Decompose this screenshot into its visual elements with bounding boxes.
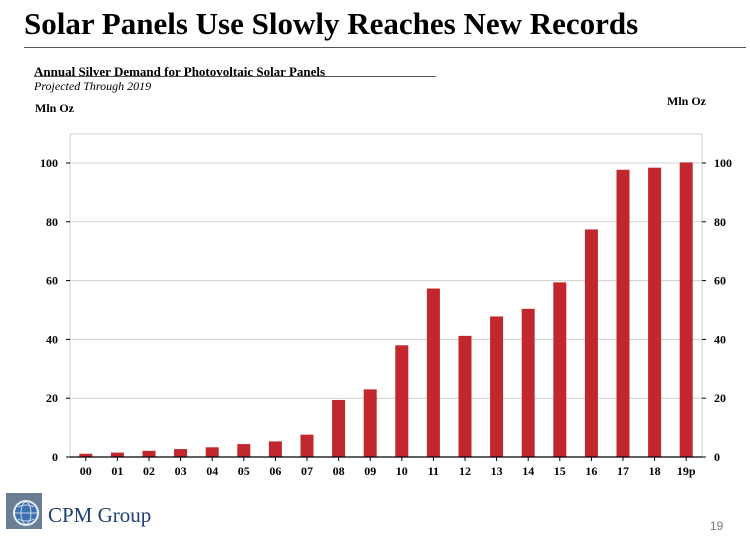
bar (616, 169, 630, 457)
x-tick-label: 18 (649, 464, 661, 478)
y-tick-label-right: 20 (714, 391, 726, 405)
bar (237, 444, 251, 457)
x-tick-label: 19p (677, 464, 696, 478)
bar (553, 282, 567, 457)
x-tick-label: 06 (269, 464, 281, 478)
y-tick-label-left: 80 (46, 215, 58, 229)
x-tick-label: 04 (206, 464, 218, 478)
x-tick-label: 11 (428, 464, 439, 478)
y-tick-label-right: 60 (714, 274, 726, 288)
y-tick-label-left: 0 (52, 450, 58, 464)
bar (490, 316, 504, 457)
bar (79, 453, 93, 457)
x-tick-label: 08 (333, 464, 345, 478)
plot-frame (69, 133, 703, 458)
y-tick-label-right: 0 (714, 450, 720, 464)
x-tick-label: 14 (522, 464, 534, 478)
x-tick-label: 16 (585, 464, 597, 478)
bar (174, 449, 188, 457)
x-tick-label: 09 (364, 464, 376, 478)
y-tick-label-left: 40 (46, 332, 58, 346)
bar (679, 162, 693, 458)
y-tick-label-left: 20 (46, 391, 58, 405)
x-tick-label: 15 (554, 464, 566, 478)
bar (110, 452, 124, 457)
x-tick-label: 07 (301, 464, 313, 478)
bar (648, 167, 662, 458)
x-tick-label: 17 (617, 464, 629, 478)
bar (458, 335, 472, 457)
bar (332, 399, 346, 457)
chart-subtitle: Projected Through 2019 (34, 79, 152, 93)
x-tick-label: 12 (459, 464, 471, 478)
bar (395, 345, 409, 457)
page-number: 19 (710, 519, 724, 533)
x-tick-label: 02 (143, 464, 155, 478)
cpm-globe-logo-icon (6, 493, 42, 529)
bar (205, 447, 219, 457)
y-axis-label-left: Mln Oz (35, 101, 74, 115)
y-tick-label-right: 80 (714, 215, 726, 229)
bar (426, 288, 440, 457)
bar (363, 389, 377, 457)
bar (521, 308, 535, 457)
bar (142, 450, 156, 457)
bar (268, 441, 282, 457)
x-tick-label: 10 (396, 464, 408, 478)
chart-title-underline (34, 76, 436, 77)
y-tick-label-right: 100 (714, 156, 732, 170)
y-axis-label-right: Mln Oz (667, 94, 706, 108)
title-divider (24, 47, 746, 48)
x-tick-label: 13 (491, 464, 503, 478)
x-tick-label: 01 (111, 464, 123, 478)
y-tick-label-right: 40 (714, 332, 726, 346)
x-tick-label: 05 (238, 464, 250, 478)
footer-brand: CPM Group (48, 503, 152, 527)
x-tick-label: 00 (80, 464, 92, 478)
bar (300, 434, 314, 457)
slide-title: Solar Panels Use Slowly Reaches New Reco… (24, 6, 639, 41)
chart-title: Annual Silver Demand for Photovoltaic So… (34, 64, 326, 79)
bar (584, 229, 598, 457)
x-tick-label: 03 (175, 464, 187, 478)
y-tick-label-left: 60 (46, 274, 58, 288)
y-tick-label-left: 100 (40, 156, 58, 170)
